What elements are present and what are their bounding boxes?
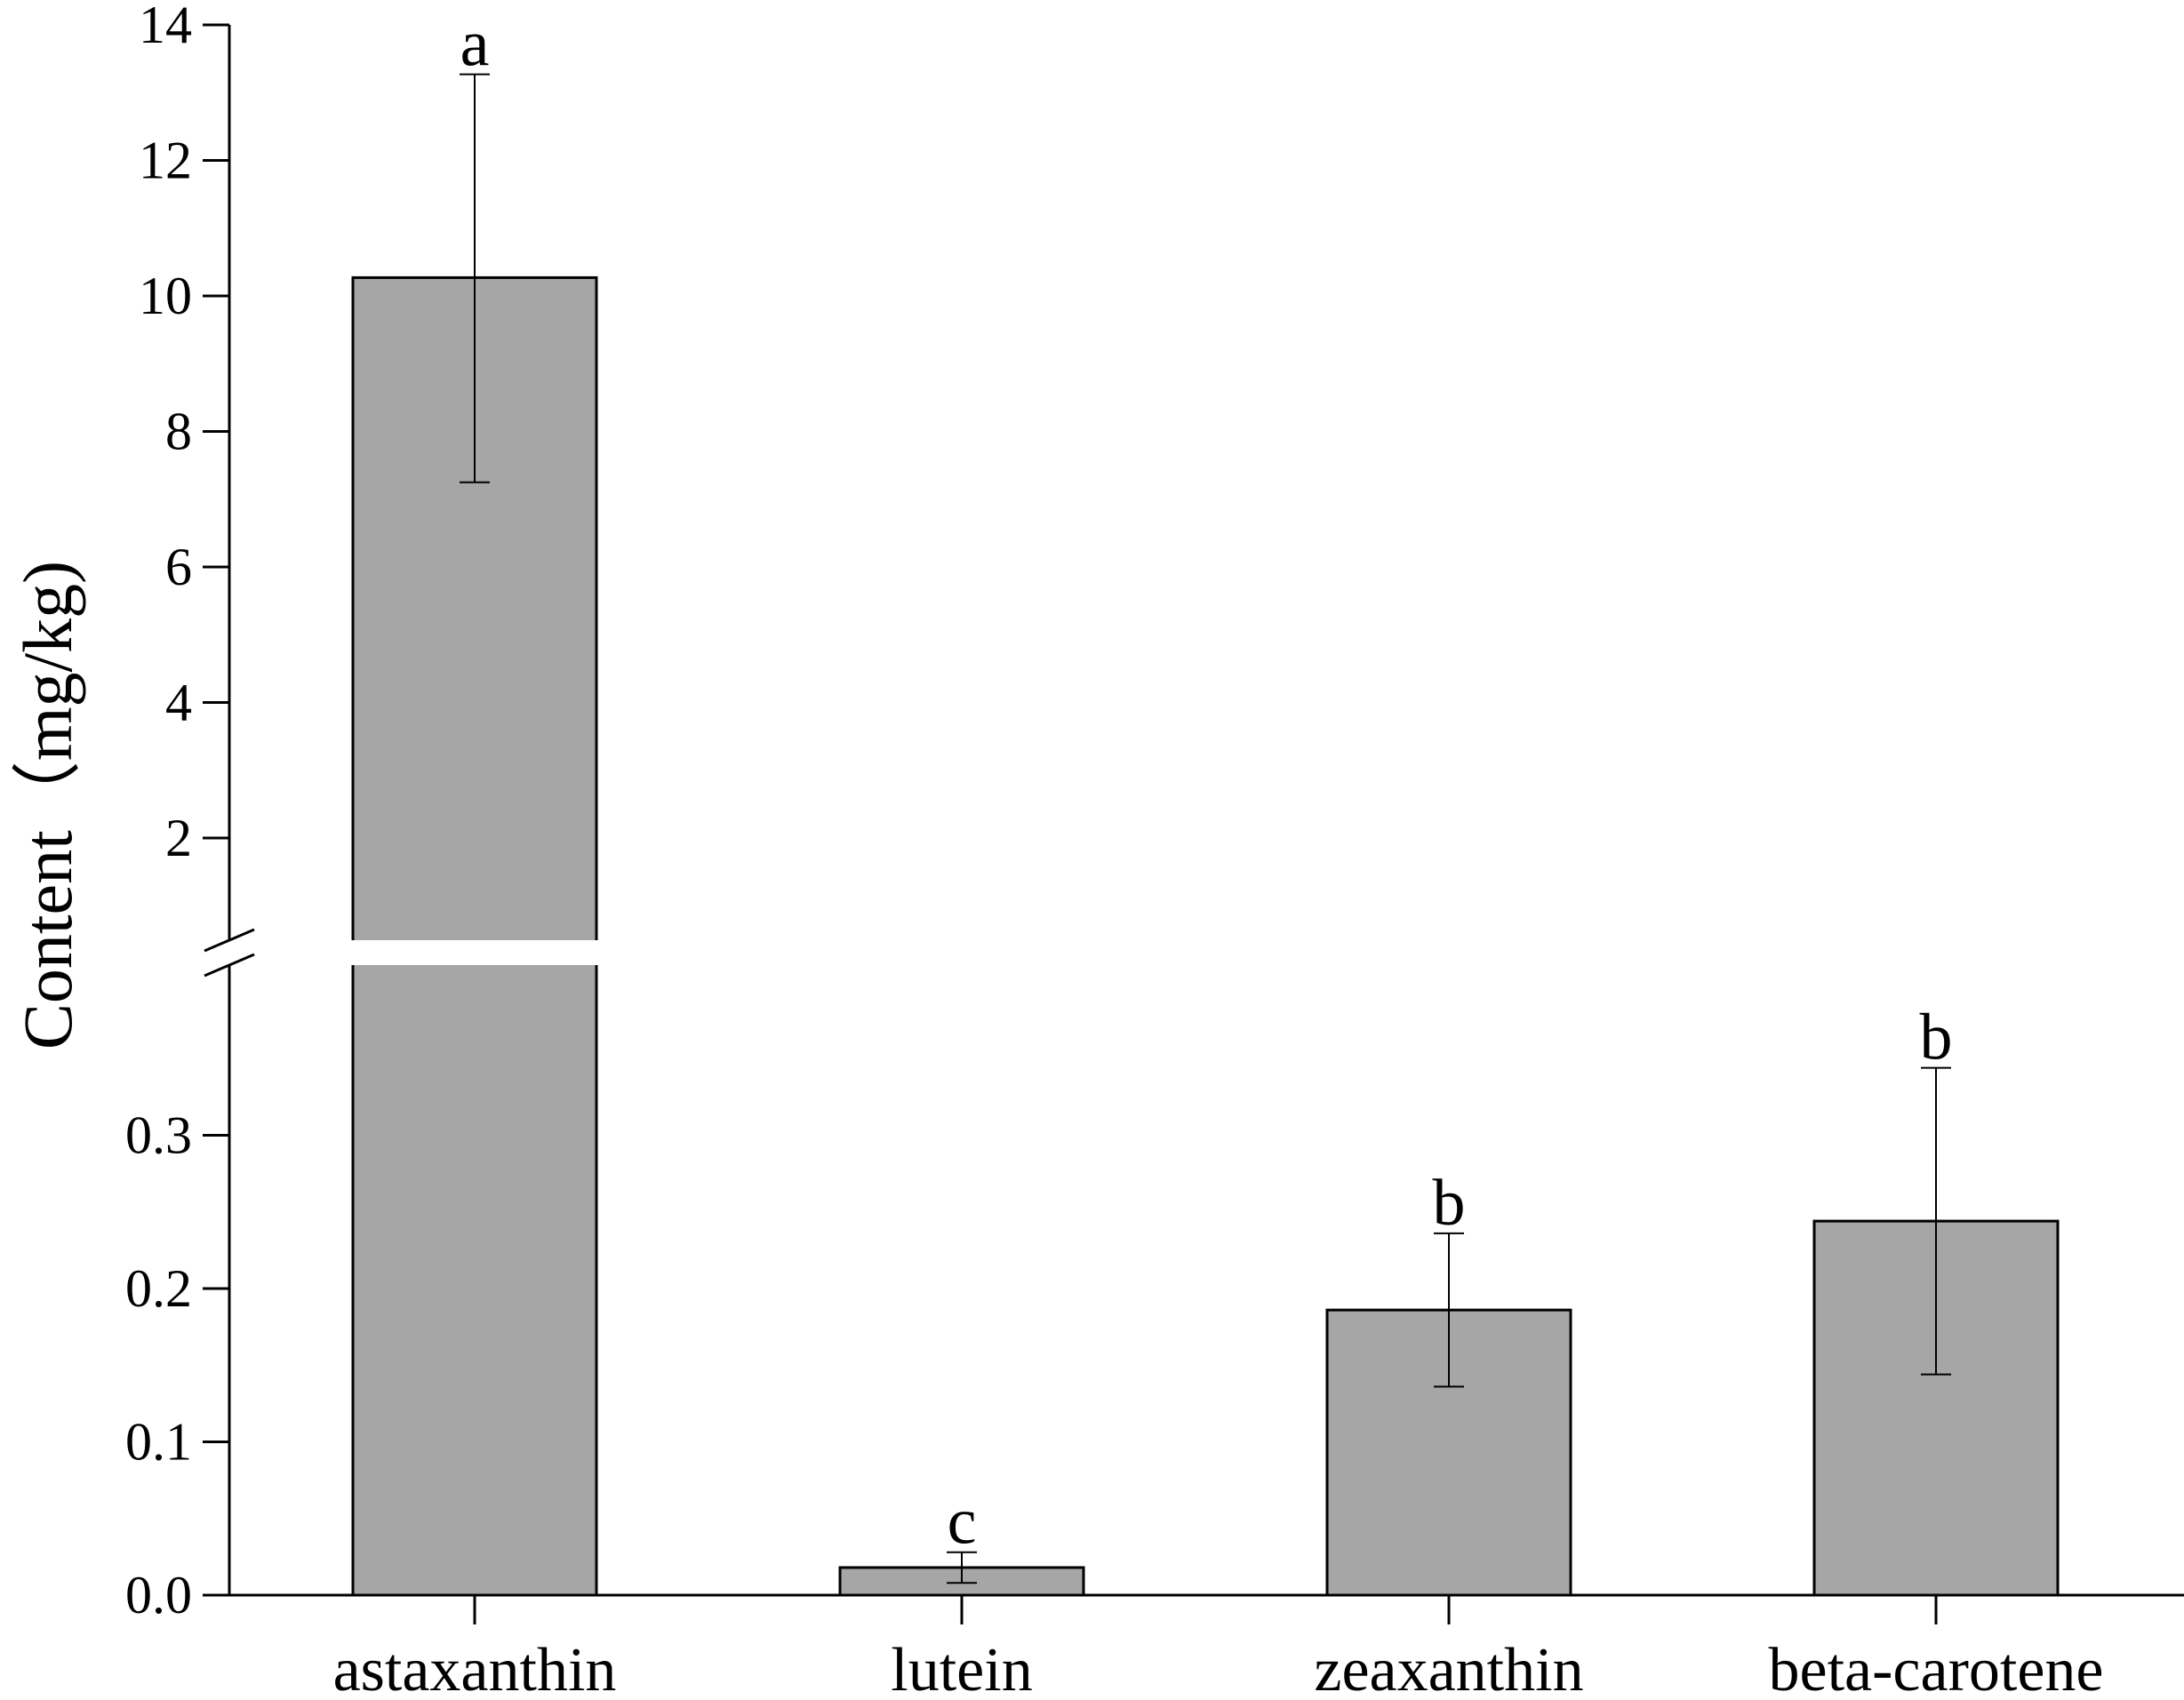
x-tick-label-astaxanthin: astaxanthin [333, 1636, 617, 1700]
error-bars-layer [460, 73, 1951, 1584]
bars-layer [351, 275, 2060, 1597]
x-tick-label-beta-carotene: beta-carotene [1769, 1636, 2104, 1700]
y-tick-label-lower-1: 0.1 [125, 1413, 192, 1472]
y-axis-title: Content（mg/kg) [9, 561, 86, 1050]
y-tick-label-upper-1: 4 [165, 674, 192, 732]
y-tick-label-lower-3: 0.3 [125, 1106, 192, 1165]
bar-astaxanthin [351, 275, 598, 1597]
axis-break-mark-lower [204, 953, 255, 978]
significance-label-lutein: c [948, 1486, 977, 1559]
x-tick-label-lutein: lutein [891, 1636, 1032, 1700]
x-tick-label-zeaxanthin: zeaxanthin [1314, 1636, 1583, 1700]
y-tick-label-upper-3: 8 [165, 403, 192, 461]
axis-break-gap [226, 940, 617, 965]
y-tick-label-upper-2: 6 [165, 538, 192, 596]
y-tick-label-upper-0: 2 [165, 809, 192, 867]
significance-label-beta-carotene: b [1920, 1002, 1953, 1074]
labels-layer: a astaxanthin c lutein b zeaxanthin b beta-caro… [125, 0, 2103, 1700]
y-tick-label-upper-5: 12 [139, 132, 192, 190]
axis-break-mark-upper [204, 928, 255, 953]
y-tick-label-lower-0: 0.0 [125, 1566, 192, 1624]
significance-label-astaxanthin: a [460, 8, 490, 81]
y-tick-label-lower-2: 0.2 [125, 1259, 192, 1318]
y-tick-label-upper-4: 10 [139, 267, 192, 325]
axes-layer [203, 23, 2184, 1624]
y-tick-label-upper-6: 14 [139, 0, 192, 54]
significance-label-zeaxanthin: b [1433, 1167, 1466, 1240]
